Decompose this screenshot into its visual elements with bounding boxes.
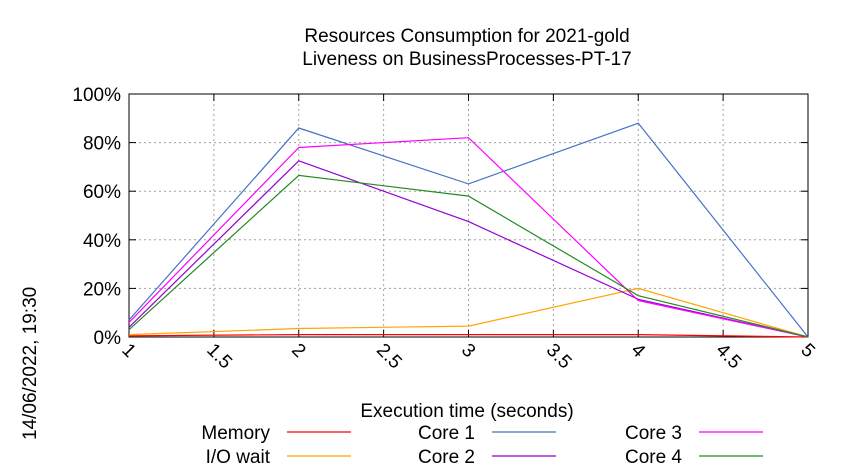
series-line-i-o-wait bbox=[128, 287, 809, 338]
legend-label-core-3: Core 3 bbox=[625, 423, 682, 444]
y-tick-label: 100% bbox=[72, 85, 121, 106]
legend-label-core-1: Core 1 bbox=[418, 423, 475, 444]
x-tick-label: 3 bbox=[457, 340, 479, 362]
y-tick-label: 60% bbox=[83, 182, 121, 203]
x-tick-label: 4.5 bbox=[712, 340, 746, 374]
legend-label-core-4: Core 4 bbox=[625, 447, 682, 468]
x-tick-label: 2.5 bbox=[372, 340, 406, 374]
series-line-memory bbox=[128, 334, 809, 338]
grid-lines bbox=[129, 94, 808, 337]
x-tick-label: 4 bbox=[627, 340, 650, 363]
timestamp-label: 14/06/2022, 19:30 bbox=[20, 287, 41, 440]
series-lines bbox=[128, 122, 809, 338]
legend-label-memory: Memory bbox=[201, 423, 270, 444]
series-line-core-1 bbox=[128, 122, 809, 338]
axes: 0%20%40%60%80%100%1 1.5 2 2.5 3 3.5 4 4.5 5 bbox=[72, 85, 818, 373]
y-tick-label: 40% bbox=[83, 231, 121, 252]
series-line-core-3 bbox=[128, 137, 809, 338]
y-tick-label: 0% bbox=[94, 328, 122, 349]
x-tick-label: 3.5 bbox=[542, 340, 576, 374]
chart-subtitle: Liveness on BusinessProcesses-PT-17 bbox=[302, 49, 632, 70]
series-line-core-2 bbox=[128, 160, 809, 338]
series-line-core-4 bbox=[128, 174, 809, 338]
legend-label-i-o-wait: I/O wait bbox=[206, 447, 271, 468]
y-tick-label: 80% bbox=[83, 134, 121, 155]
x-tick-label: 2 bbox=[287, 340, 309, 362]
y-tick-label: 20% bbox=[83, 279, 121, 300]
x-tick-label: 5 bbox=[796, 340, 818, 362]
legend: Memory I/O wait Core 1 Core 2 Core 3 Core 4 bbox=[201, 423, 763, 468]
chart-title: Resources Consumption for 2021-gold bbox=[304, 26, 629, 47]
x-tick-label: 1.5 bbox=[202, 340, 236, 374]
legend-label-core-2: Core 2 bbox=[418, 447, 475, 468]
x-axis-label: Execution time (seconds) bbox=[360, 401, 573, 422]
